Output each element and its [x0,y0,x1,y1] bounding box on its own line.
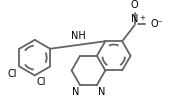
Text: NH: NH [71,31,86,41]
Text: +: + [139,15,145,21]
Text: N: N [98,87,105,97]
Text: Cl: Cl [37,77,46,87]
Text: N: N [72,87,79,97]
Text: N: N [131,14,138,24]
Text: O⁻: O⁻ [151,19,163,29]
Text: Cl: Cl [7,69,17,79]
Text: O: O [131,0,138,10]
